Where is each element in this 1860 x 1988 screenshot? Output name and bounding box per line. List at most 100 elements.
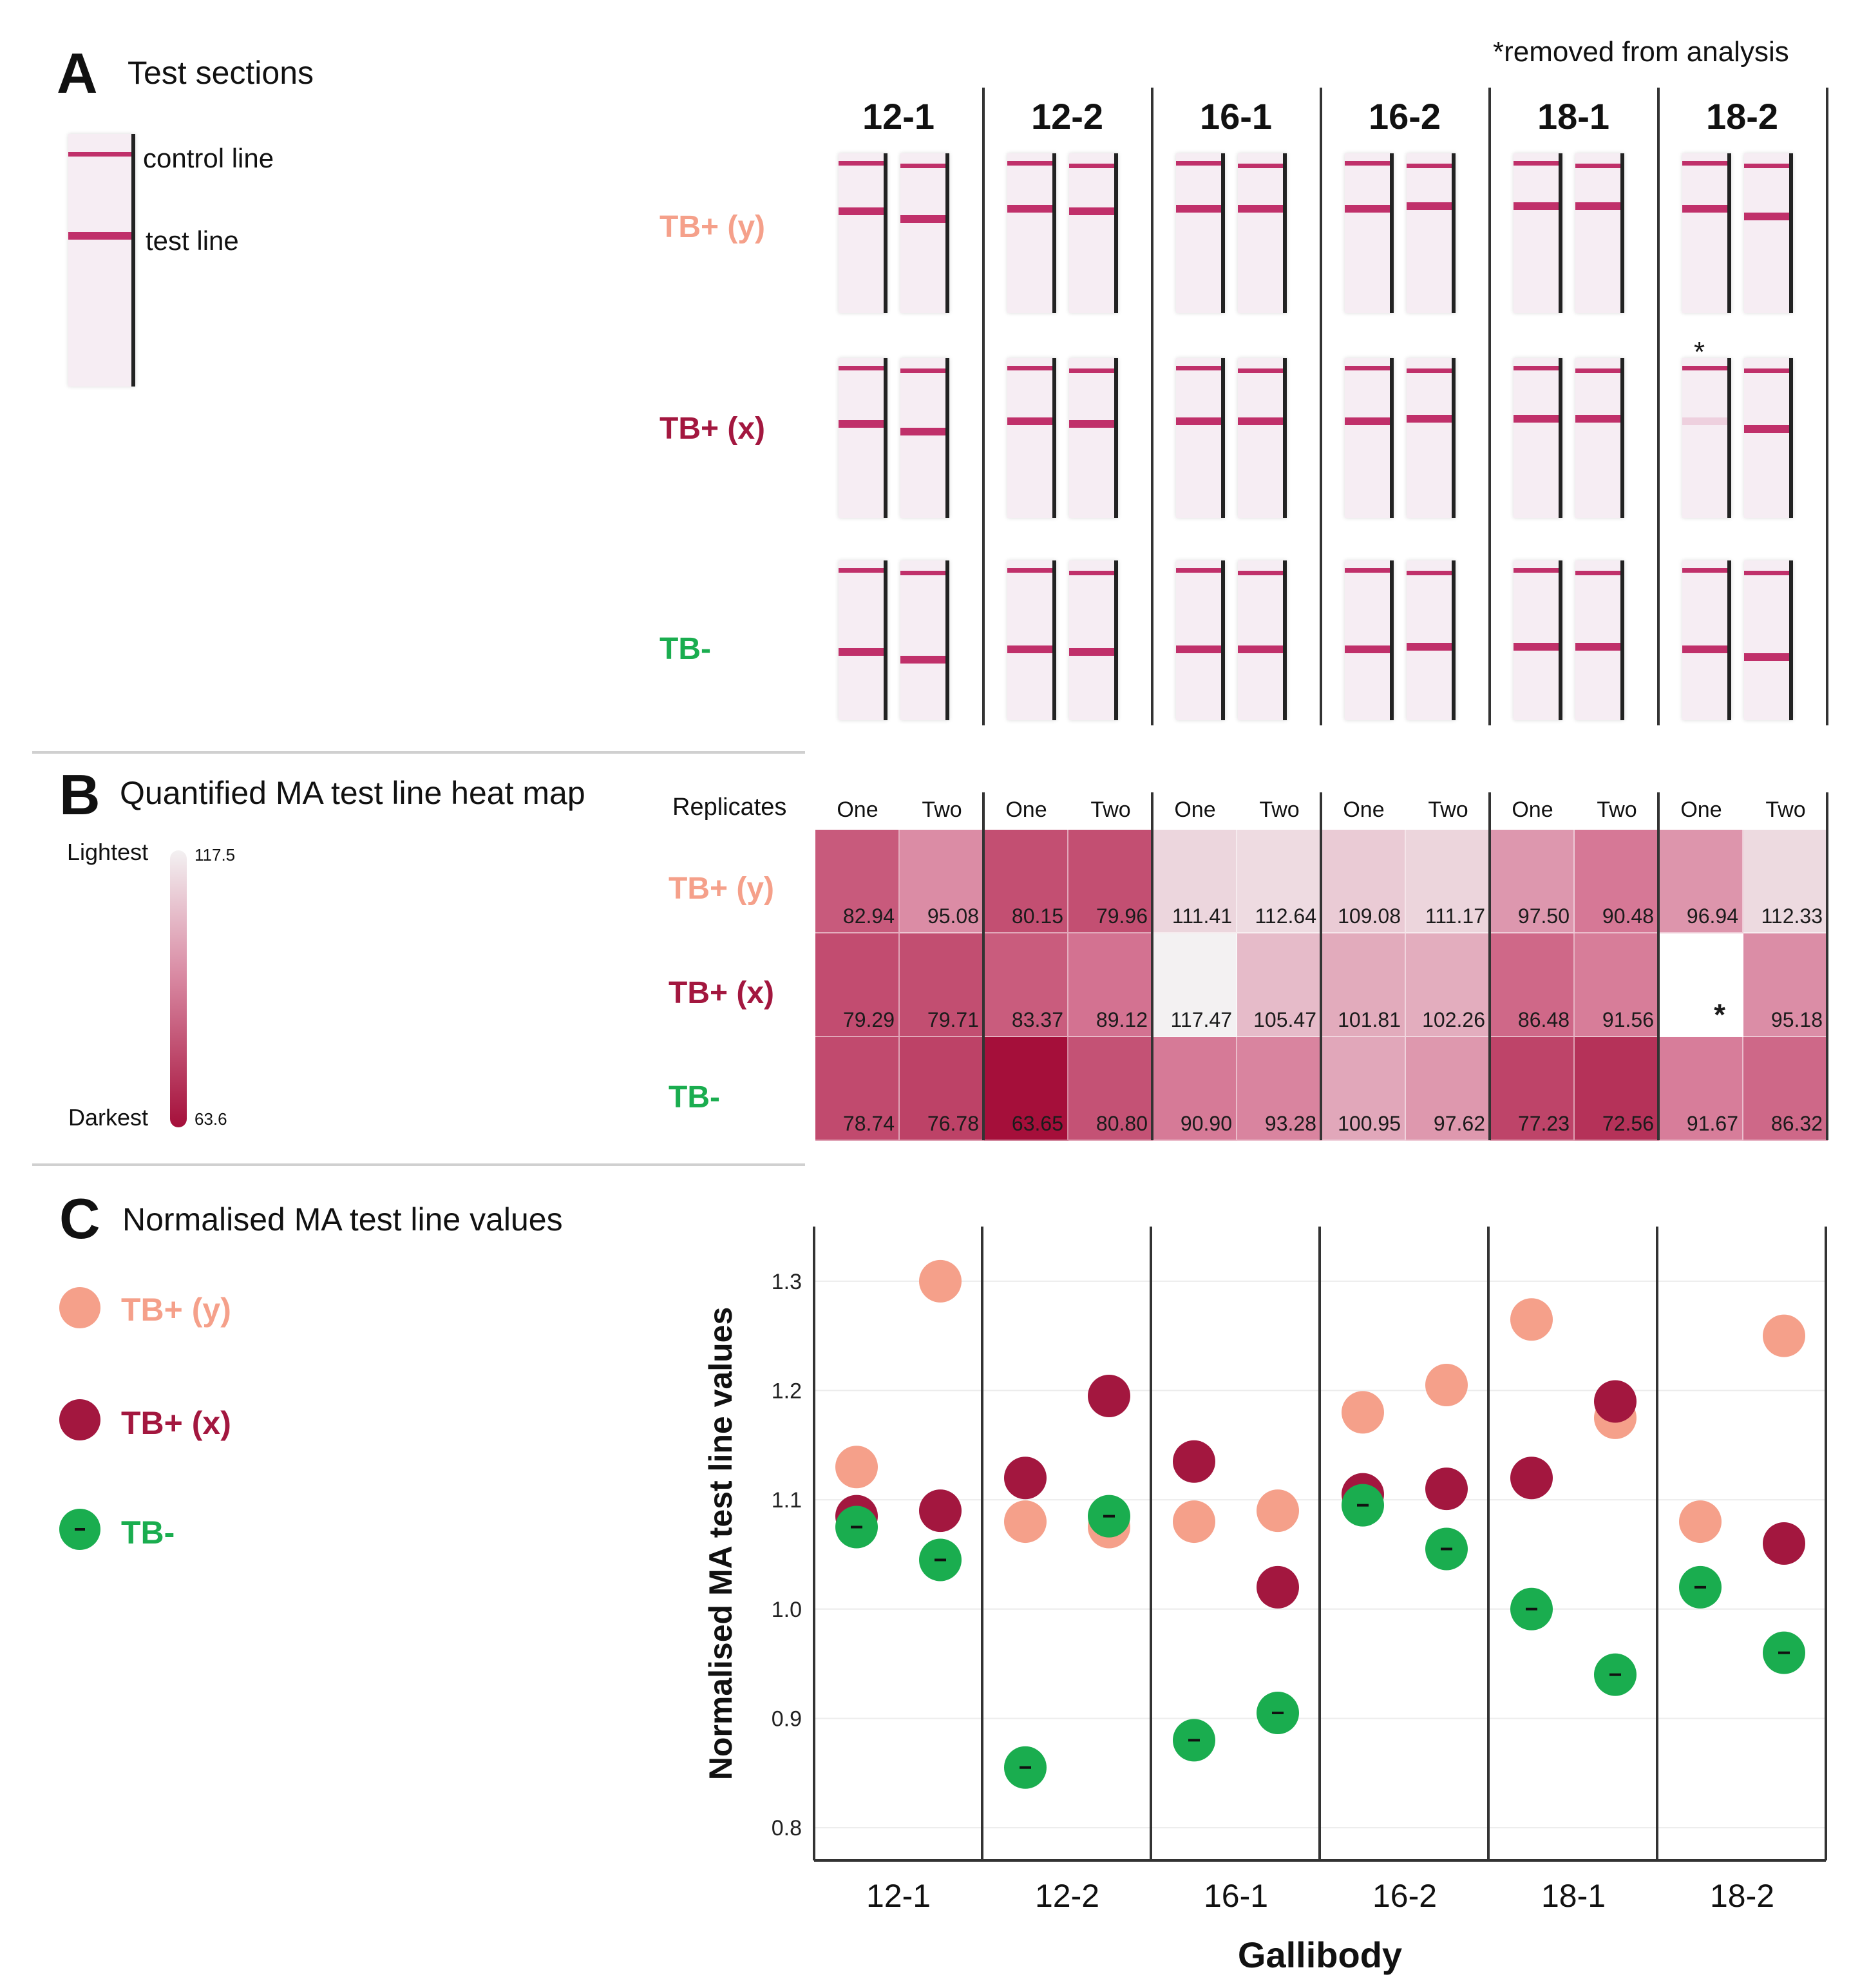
heatmap-cell: 80.80 — [1068, 1037, 1153, 1141]
test-line — [1007, 417, 1052, 425]
legend-marker-tb-neg — [59, 1509, 100, 1550]
test-line — [1007, 205, 1052, 213]
a-row-tb-neg: TB- — [660, 632, 711, 666]
control-line — [1345, 568, 1390, 573]
heatmap-value: 93.28 — [1264, 1112, 1316, 1135]
b-row-tb-pos-x: TB+ (x) — [669, 976, 775, 1010]
point-tb-pos-x — [1763, 1522, 1805, 1565]
test-line — [1744, 425, 1789, 433]
heatmap-value: 79.29 — [842, 1008, 895, 1031]
y-tick-label: 1.1 — [772, 1488, 802, 1513]
scale-max-value: 117.5 — [195, 845, 236, 865]
point-tb-pos-y — [1004, 1500, 1047, 1544]
test-line — [1069, 420, 1114, 428]
test-line — [1238, 205, 1283, 213]
heatmap-value: 95.18 — [1770, 1008, 1823, 1031]
heatmap-value: 105.47 — [1253, 1008, 1316, 1031]
test-line — [1069, 207, 1114, 215]
test-line — [1238, 645, 1283, 653]
x-tick-label: 16-2 — [1372, 1878, 1437, 1914]
test-strip — [1575, 560, 1624, 720]
heatmap-value: 90.90 — [1180, 1112, 1232, 1135]
test-line — [1514, 643, 1559, 651]
heatmap-value: 90.48 — [1602, 904, 1654, 928]
heatmap-value: 100.95 — [1338, 1112, 1401, 1135]
test-strip — [1069, 153, 1118, 313]
heatmap-cell: 63.65 — [984, 1037, 1068, 1141]
heatmap-value: 80.15 — [1011, 904, 1063, 928]
color-scale-bar — [170, 850, 187, 1127]
a-separator — [1826, 88, 1828, 725]
control-line — [1682, 366, 1727, 370]
test-strip — [1345, 358, 1394, 518]
test-strip — [1069, 358, 1118, 518]
a-col-head-16-1: 16-1 — [1199, 96, 1273, 137]
a-col-head-18-1: 18-1 — [1537, 96, 1610, 137]
heatmap-value: 77.23 — [1517, 1112, 1570, 1135]
heatmap-cell: 96.94 — [1659, 830, 1743, 933]
replicate-head: Two — [1090, 798, 1131, 822]
test-strip — [1007, 153, 1056, 313]
x-tick-label: 12-2 — [1035, 1878, 1099, 1914]
test-strip — [1069, 560, 1118, 720]
control-line — [1238, 571, 1283, 575]
test-line — [1514, 415, 1559, 423]
heatmap-cell: 83.37 — [984, 933, 1068, 1037]
y-tick-label: 0.8 — [772, 1816, 802, 1840]
heatmap-value: 72.56 — [1602, 1112, 1654, 1135]
b-row-tb-neg: TB- — [669, 1080, 720, 1114]
control-line — [1407, 571, 1452, 575]
point-tb-pos-x — [1257, 1565, 1299, 1609]
replicate-head: Two — [1259, 798, 1300, 822]
a-separator — [1488, 88, 1491, 725]
control-line — [900, 571, 945, 575]
test-line — [1176, 417, 1221, 425]
control-line — [1407, 368, 1452, 373]
test-line — [1575, 643, 1620, 651]
control-line — [1744, 571, 1789, 575]
panel-a-title: Test sections — [128, 55, 314, 91]
legend-marker-tb-pos-y — [59, 1287, 100, 1328]
y-tick-label: 0.9 — [772, 1706, 802, 1731]
heatmap-value: 111.17 — [1425, 904, 1485, 928]
control-line — [1176, 366, 1221, 370]
test-strip — [900, 358, 949, 518]
control-line — [1069, 368, 1114, 373]
replicate-head: One — [1005, 798, 1047, 822]
test-strip — [1345, 153, 1394, 313]
point-tb-pos-x — [1173, 1440, 1215, 1483]
heatmap-value: 96.94 — [1686, 904, 1738, 928]
control-line — [1176, 568, 1221, 573]
heatmap-cell: 89.12 — [1068, 933, 1153, 1037]
test-strip — [1682, 153, 1731, 313]
test-line-label: test line — [146, 225, 239, 256]
a-separator — [982, 88, 985, 725]
control-line — [839, 161, 884, 166]
test-line — [900, 656, 945, 664]
control-line — [1682, 161, 1727, 166]
panel-a-letter: A — [57, 41, 98, 105]
point-tb-pos-y — [919, 1259, 962, 1303]
heatmap-cell: 101.81 — [1322, 933, 1406, 1037]
heatmap-value: 79.96 — [1096, 904, 1148, 928]
test-strip — [1407, 153, 1456, 313]
heatmap-cell: 90.90 — [1153, 1037, 1237, 1141]
b-separator — [1657, 792, 1660, 1140]
a-row-tb-pos-y: TB+ (y) — [660, 210, 766, 244]
point-tb-pos-x — [1425, 1467, 1468, 1511]
control-line — [1007, 161, 1052, 166]
test-strip — [1176, 560, 1225, 720]
test-strip — [1407, 358, 1456, 518]
x-axis-title: Gallibody — [1238, 1935, 1402, 1975]
test-strip — [1514, 560, 1562, 720]
control-line — [1407, 164, 1452, 168]
test-strip — [1744, 153, 1793, 313]
test-strip — [839, 560, 887, 720]
legend-marker-tb-pos-x — [59, 1399, 100, 1440]
heatmap-cell: 82.94 — [815, 830, 900, 933]
point-tb-pos-y — [1342, 1391, 1384, 1434]
test-line — [1345, 205, 1390, 213]
removed-asterisk: * — [1694, 336, 1705, 368]
b-separator — [982, 792, 985, 1140]
heatmap-value: 101.81 — [1338, 1008, 1401, 1031]
